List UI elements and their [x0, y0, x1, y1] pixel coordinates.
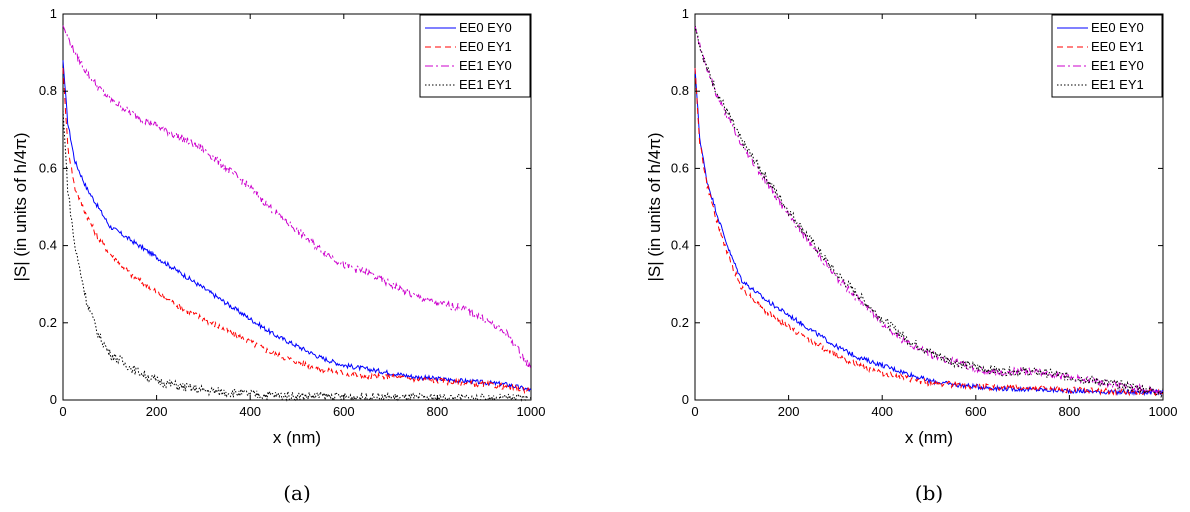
x-tick-label: 800: [427, 404, 449, 419]
x-tick-label: 1000: [517, 404, 546, 419]
y-tick-label: 0.8: [39, 83, 57, 98]
x-tick-label: 0: [59, 404, 66, 419]
x-tick-label: 600: [333, 404, 355, 419]
y-tick-label: 0: [682, 392, 689, 407]
series-line-ee1-ey1: [694, 25, 1164, 399]
legend-box: [1051, 14, 1163, 98]
y-tick-label: 0: [50, 392, 57, 407]
series-line-ee1-ey0: [694, 25, 1164, 396]
legend-label: EE1 EY0: [1091, 58, 1144, 73]
series-layer: [62, 25, 532, 402]
x-tick-label: 400: [871, 404, 893, 419]
x-tick-label: 400: [239, 404, 261, 419]
y-tick-label: 0.4: [39, 238, 57, 253]
legend-label: EE1 EY1: [1091, 77, 1144, 92]
legend-label: EE1 EY1: [459, 77, 512, 92]
y-axis-label: |S| (in units of h/4π): [645, 132, 664, 281]
legend-label: EE0 EY0: [1091, 20, 1144, 35]
series-line-ee0-ey1: [62, 68, 532, 395]
series-line-ee0-ey0: [62, 60, 532, 393]
caption-a: (a): [283, 481, 311, 505]
legend: EE0 EY0 EE0 EY1 EE1 EY0 EE1 EY1: [1051, 14, 1163, 98]
y-tick-label: 0.2: [39, 315, 57, 330]
legend-label: EE1 EY0: [459, 58, 512, 73]
x-tick-label: 200: [146, 404, 168, 419]
series-layer: [694, 25, 1164, 399]
chart-panel-a: 0 200 400 600 800 1000 0 0.2 0.4 0.6 0.8 1 x (nm) |…: [11, 6, 545, 505]
y-tick-label: 1: [682, 6, 689, 21]
y-tick-label: 0.6: [39, 160, 57, 175]
tick-layer: 0 200 400 600 800 1000 0 0.2 0.4 0.6 0.8 1: [671, 6, 1178, 419]
y-tick-label: 1: [50, 6, 57, 21]
y-tick-label: 0.2: [671, 315, 689, 330]
x-tick-label: 0: [691, 404, 698, 419]
legend-label: EE0 EY1: [1091, 39, 1144, 54]
legend-label: EE0 EY0: [459, 20, 512, 35]
legend: EE0 EY0 EE0 EY1 EE1 EY0 EE1 EY1: [419, 14, 531, 98]
series-line-ee0-ey0: [694, 68, 1164, 397]
x-axis-label: x (nm): [273, 428, 321, 447]
x-tick-label: 1000: [1149, 404, 1178, 419]
x-tick-label: 200: [778, 404, 800, 419]
y-tick-label: 0.4: [671, 238, 689, 253]
x-axis-label: x (nm): [905, 428, 953, 447]
legend-box: [419, 14, 531, 98]
tick-layer: 0 200 400 600 800 1000 0 0.2 0.4 0.6 0.8 1: [39, 6, 546, 419]
series-line-ee0-ey1: [694, 68, 1164, 397]
chart-panel-b: 0 200 400 600 800 1000 0 0.2 0.4 0.6 0.8 1 x (nm) |…: [645, 6, 1177, 505]
legend-label: EE0 EY1: [459, 39, 512, 54]
x-tick-label: 800: [1059, 404, 1081, 419]
caption-b: (b): [915, 481, 943, 505]
series-line-ee1-ey0: [62, 25, 532, 370]
x-tick-label: 600: [965, 404, 987, 419]
y-tick-label: 0.8: [671, 83, 689, 98]
y-axis-label: |S| (in units of h/4π): [11, 132, 30, 281]
y-tick-label: 0.6: [671, 160, 689, 175]
